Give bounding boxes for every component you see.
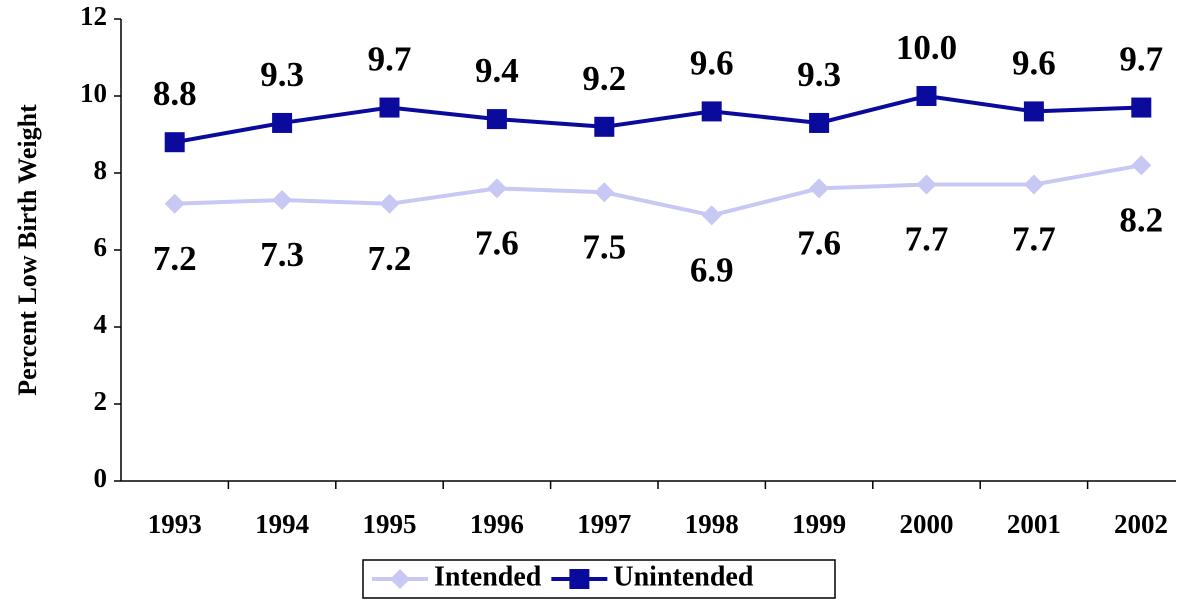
data-point bbox=[272, 112, 293, 133]
data-label: 7.7 bbox=[905, 220, 949, 259]
y-tick-label: 4 bbox=[94, 309, 108, 339]
y-tick-label: 12 bbox=[80, 1, 107, 31]
data-label: 9.6 bbox=[1012, 43, 1056, 82]
x-tick-label: 1994 bbox=[255, 509, 309, 539]
x-tick-label: 2002 bbox=[1114, 509, 1168, 539]
data-point bbox=[594, 182, 615, 203]
data-point bbox=[486, 109, 507, 130]
x-tick-label: 1999 bbox=[792, 509, 846, 539]
data-point bbox=[1131, 97, 1152, 118]
x-tick-label: 1997 bbox=[577, 509, 631, 539]
data-label: 10.0 bbox=[896, 28, 957, 67]
x-tick-label: 1998 bbox=[685, 509, 739, 539]
x-tick-label: 1993 bbox=[148, 509, 202, 539]
x-tick-label: 1996 bbox=[470, 509, 524, 539]
legend-label: Unintended bbox=[613, 561, 753, 592]
data-point bbox=[701, 205, 722, 226]
x-tick-label: 2001 bbox=[1007, 509, 1061, 539]
data-label: 7.2 bbox=[368, 239, 412, 278]
data-label: 9.3 bbox=[797, 55, 841, 94]
data-label: 9.3 bbox=[260, 55, 304, 94]
y-tick-label: 2 bbox=[94, 386, 108, 416]
data-label: 7.6 bbox=[797, 223, 841, 262]
data-point bbox=[594, 116, 615, 137]
data-point bbox=[1131, 155, 1152, 176]
series-line bbox=[174, 93, 1142, 145]
data-label: 9.4 bbox=[475, 51, 519, 90]
y-tick-label: 6 bbox=[94, 232, 108, 262]
data-point bbox=[809, 112, 830, 133]
data-label: 7.6 bbox=[475, 223, 519, 262]
x-tick-label: 2000 bbox=[900, 509, 954, 539]
data-label: 9.6 bbox=[690, 43, 734, 82]
data-label: 7.7 bbox=[1012, 220, 1056, 259]
data-label: 7.3 bbox=[260, 235, 304, 274]
data-label: 9.7 bbox=[368, 40, 412, 79]
data-point bbox=[916, 174, 937, 195]
x-tick-label: 1995 bbox=[363, 509, 417, 539]
data-label: 7.5 bbox=[582, 227, 626, 266]
y-tick-label: 8 bbox=[94, 155, 108, 185]
legend-label: Intended bbox=[434, 561, 542, 592]
data-point bbox=[1023, 101, 1044, 122]
data-label: 6.9 bbox=[690, 250, 734, 289]
y-axis-title: Percent Low Birth Weight bbox=[13, 104, 42, 396]
data-point bbox=[701, 101, 722, 122]
data-point bbox=[379, 97, 400, 118]
data-point bbox=[164, 132, 185, 153]
data-label: 8.8 bbox=[153, 74, 197, 113]
data-point bbox=[272, 189, 293, 210]
data-label: 9.7 bbox=[1119, 40, 1163, 79]
data-label: 8.2 bbox=[1119, 200, 1163, 239]
data-point bbox=[1023, 174, 1044, 195]
data-point bbox=[486, 178, 507, 199]
data-point bbox=[809, 178, 830, 199]
data-label: 9.2 bbox=[582, 59, 626, 98]
y-tick-label: 0 bbox=[94, 463, 108, 493]
data-point bbox=[916, 86, 937, 106]
data-point bbox=[379, 193, 400, 214]
y-tick-label: 10 bbox=[80, 78, 107, 108]
data-point bbox=[164, 193, 185, 214]
legend-marker bbox=[569, 569, 590, 589]
legend-marker bbox=[390, 569, 410, 589]
series-line bbox=[174, 163, 1142, 218]
data-label: 7.2 bbox=[153, 239, 197, 278]
